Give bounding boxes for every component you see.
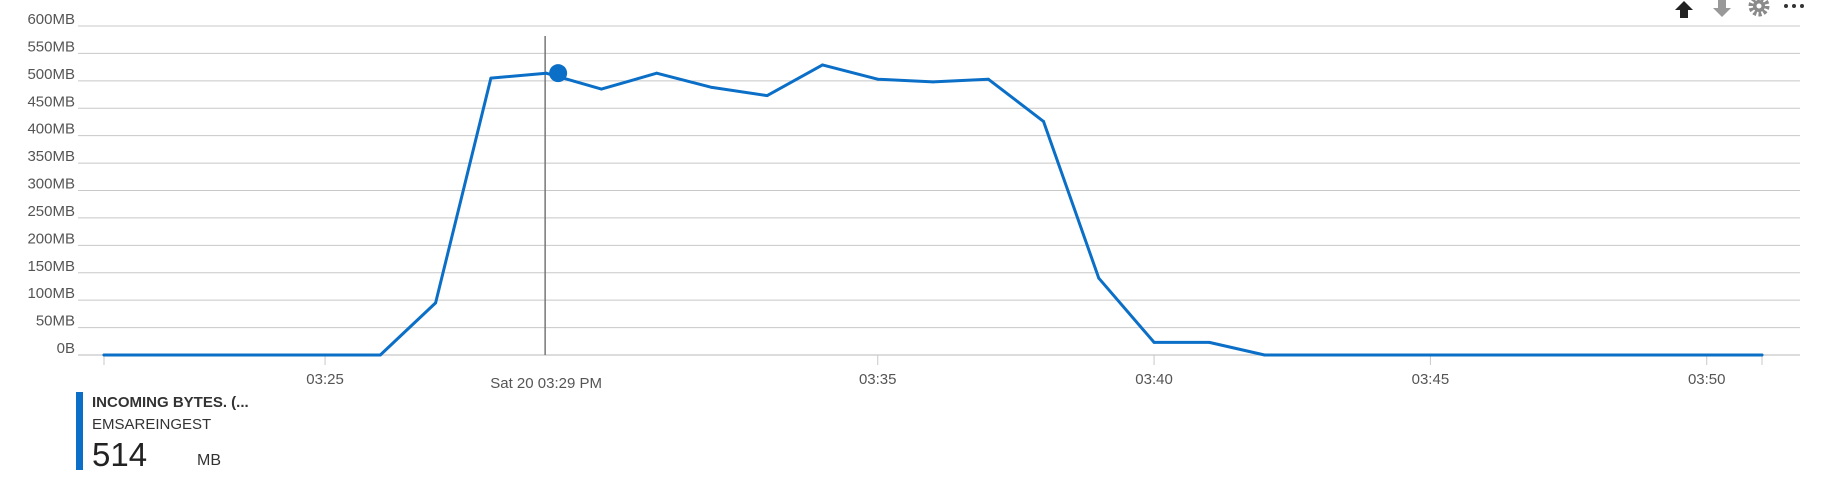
y-tick-label: 100MB bbox=[27, 285, 75, 302]
data-point bbox=[931, 80, 935, 84]
data-point bbox=[821, 63, 824, 67]
hover-markers bbox=[549, 64, 568, 83]
data-point bbox=[1429, 353, 1432, 357]
y-axis-tick-labels: 600MB 550MB 500MB 450MB 400MB 350MB 300MB 250MB… bbox=[27, 11, 75, 357]
y-tick-label: 600MB bbox=[27, 11, 75, 28]
data-point bbox=[765, 94, 769, 98]
data-point bbox=[1042, 120, 1045, 123]
chart-toolbar bbox=[1669, 0, 1807, 20]
data-point bbox=[434, 301, 437, 305]
data-point bbox=[323, 353, 327, 357]
y-tick-label: 150MB bbox=[27, 258, 75, 275]
series-lines bbox=[102, 63, 1764, 357]
more-icon[interactable] bbox=[1781, 0, 1807, 18]
data-point bbox=[1152, 340, 1156, 344]
legend-item[interactable]: INCOMING BYTES. (... EMSAREINGEST 514 MB bbox=[76, 392, 336, 473]
data-point bbox=[1705, 353, 1709, 357]
data-point bbox=[1097, 276, 1101, 280]
data-point bbox=[544, 71, 548, 75]
legend-unit: MB bbox=[197, 452, 221, 469]
gear-icon[interactable] bbox=[1745, 0, 1773, 18]
x-axis-ticks: 03:25 03:35 03:40 03:45 03:50 bbox=[103, 355, 1763, 388]
y-tick-label: 250MB bbox=[27, 203, 75, 220]
data-point bbox=[489, 76, 493, 80]
legend-value: 514 bbox=[92, 436, 148, 473]
data-point bbox=[600, 87, 603, 91]
data-point bbox=[268, 353, 272, 357]
data-point bbox=[1650, 353, 1653, 357]
y-tick-label: 500MB bbox=[27, 66, 75, 83]
data-point bbox=[157, 353, 161, 357]
data-point bbox=[1318, 353, 1322, 357]
data-point bbox=[876, 77, 880, 81]
hover-cursor: Sat 20 03:29 PM bbox=[490, 36, 602, 390]
data-point bbox=[378, 353, 382, 357]
legend-resource-name: EMSAREINGEST bbox=[92, 416, 212, 433]
x-tick-label: 03:25 bbox=[306, 371, 344, 388]
y-tick-label: 350MB bbox=[27, 148, 75, 165]
arrow-up-icon[interactable] bbox=[1669, 0, 1699, 18]
legend-color-bar bbox=[76, 392, 83, 470]
x-tick-label: 03:45 bbox=[1412, 371, 1450, 388]
data-point bbox=[1760, 353, 1764, 357]
data-point bbox=[1594, 353, 1598, 357]
y-tick-label: 550MB bbox=[27, 38, 75, 55]
data-point bbox=[1373, 353, 1377, 357]
data-point bbox=[213, 353, 216, 357]
y-tick-label: 400MB bbox=[27, 121, 75, 138]
data-point bbox=[1207, 340, 1211, 344]
y-tick-label: 300MB bbox=[27, 176, 75, 193]
data-point bbox=[986, 77, 990, 81]
y-tick-label: 0B bbox=[57, 340, 75, 357]
data-point bbox=[1263, 353, 1266, 357]
y-tick-label: 50MB bbox=[36, 313, 75, 330]
data-point bbox=[1484, 353, 1488, 357]
data-point bbox=[1539, 353, 1543, 357]
data-point bbox=[710, 86, 714, 89]
data-point bbox=[655, 71, 659, 75]
x-tick-label: 03:50 bbox=[1688, 371, 1726, 388]
arrow-down-icon[interactable] bbox=[1707, 0, 1737, 18]
legend-metric-name: INCOMING BYTES. (... bbox=[92, 394, 249, 411]
x-tick-label: 03:40 bbox=[1135, 371, 1173, 388]
x-tick-label: 03:35 bbox=[859, 371, 897, 388]
y-tick-label: 200MB bbox=[27, 230, 75, 247]
cursor-time-label: Sat 20 03:29 PM bbox=[490, 375, 602, 390]
data-point bbox=[102, 353, 106, 357]
grid-lines bbox=[78, 25, 1800, 356]
line-chart[interactable]: 600MB 550MB 500MB 450MB 400MB 350MB 300MB 250MB… bbox=[0, 0, 1821, 390]
cursor-point-marker bbox=[549, 64, 568, 83]
y-tick-label: 450MB bbox=[27, 93, 75, 110]
